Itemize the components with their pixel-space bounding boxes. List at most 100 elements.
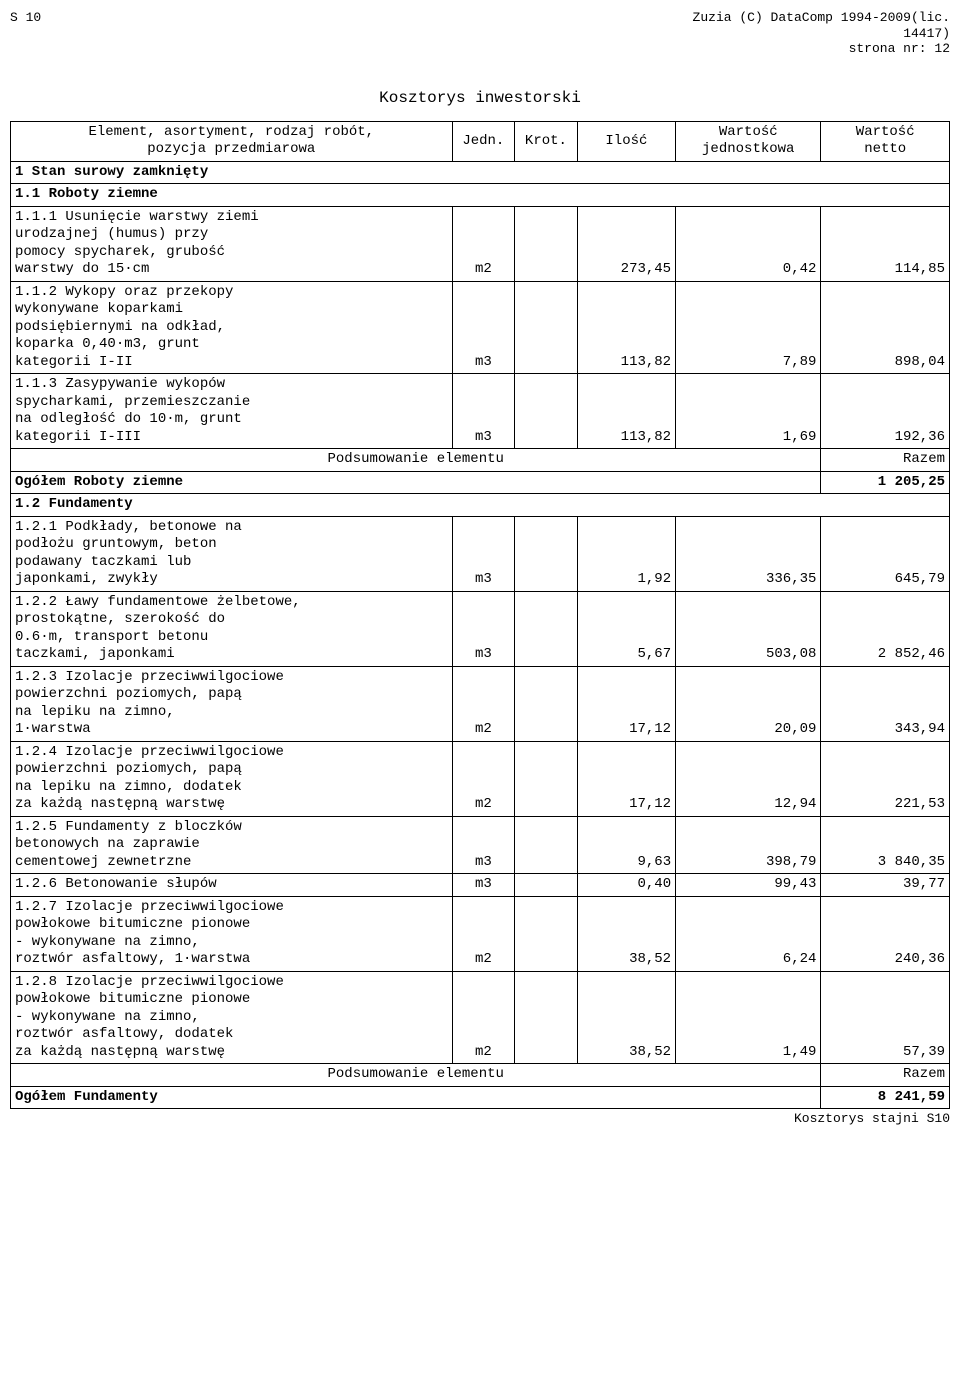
header-left: S 10: [10, 10, 41, 57]
item-qty: 9,63: [577, 816, 675, 874]
item-unit: m3: [452, 374, 515, 449]
item-uval: 7,89: [676, 281, 821, 374]
header-right-2: 14417): [903, 26, 950, 41]
table-row: 1.2.7 Izolacje przeciwwilgociowe powłoko…: [11, 896, 950, 971]
item-nval: 39,77: [821, 874, 950, 897]
item-nval: 343,94: [821, 666, 950, 741]
item-unit: m2: [452, 896, 515, 971]
item-krot: [515, 874, 578, 897]
item-krot: [515, 591, 578, 666]
item-label: 1.1.1 Usunięcie warstwy ziemi urodzajnej…: [15, 209, 259, 278]
item-qty: 17,12: [577, 741, 675, 816]
item-label: 1.1.3 Zasypywanie wykopów spycharkami, p…: [15, 376, 250, 445]
table-row: 1.2.1 Podkłady, betonowe na podłożu grun…: [11, 516, 950, 591]
item-unit: m2: [452, 666, 515, 741]
item-qty: 273,45: [577, 206, 675, 281]
item-unit: m3: [452, 874, 515, 897]
item-label: 1.2.4 Izolacje przeciwwilgociowe powierz…: [15, 744, 284, 813]
item-uval: 503,08: [676, 591, 821, 666]
item-krot: [515, 816, 578, 874]
item-label: 1.2.6 Betonowanie słupów: [15, 876, 217, 892]
page-title: Kosztorys inwestorski: [10, 89, 950, 107]
item-krot: [515, 741, 578, 816]
sum-value: 1 205,25: [821, 471, 950, 494]
item-label: 1.2.7 Izolacje przeciwwilgociowe powłoko…: [15, 899, 284, 968]
section-1-1: 1.1 Roboty ziemne: [11, 184, 950, 207]
item-nval: 645,79: [821, 516, 950, 591]
item-uval: 336,35: [676, 516, 821, 591]
item-qty: 17,12: [577, 666, 675, 741]
item-label: 1.2.5 Fundamenty z bloczków betonowych n…: [15, 819, 242, 870]
item-nval: 192,36: [821, 374, 950, 449]
subtotal-razem: Razem: [821, 1064, 950, 1087]
item-unit: m3: [452, 591, 515, 666]
sum-label: Ogółem Roboty ziemne: [11, 471, 821, 494]
col-desc: Element, asortyment, rodzaj robót, pozyc…: [11, 121, 453, 161]
table-row: 1.2.6 Betonowanie słupów m3 0,40 99,43 3…: [11, 874, 950, 897]
item-unit: m2: [452, 971, 515, 1064]
subtotal-label: Podsumowanie elementu: [11, 1064, 821, 1087]
item-nval: 2 852,46: [821, 591, 950, 666]
table-row: 1.2.2 Ławy fundamentowe żelbetowe, prost…: [11, 591, 950, 666]
item-uval: 6,24: [676, 896, 821, 971]
item-unit: m3: [452, 816, 515, 874]
item-nval: 898,04: [821, 281, 950, 374]
footer-text: Kosztorys stajni S10: [10, 1111, 950, 1126]
item-qty: 5,67: [577, 591, 675, 666]
item-krot: [515, 666, 578, 741]
item-label: 1.2.3 Izolacje przeciwwilgociowe powierz…: [15, 669, 284, 738]
item-uval: 99,43: [676, 874, 821, 897]
table-row: 1.2.4 Izolacje przeciwwilgociowe powierz…: [11, 741, 950, 816]
item-unit: m2: [452, 741, 515, 816]
col-nval: Wartość netto: [821, 121, 950, 161]
item-label: 1.2.8 Izolacje przeciwwilgociowe powłoko…: [15, 974, 284, 1060]
table-row: 1.1.2 Wykopy oraz przekopy wykonywane ko…: [11, 281, 950, 374]
item-krot: [515, 516, 578, 591]
item-nval: 221,53: [821, 741, 950, 816]
subtotal-label: Podsumowanie elementu: [11, 449, 821, 472]
col-unit: Jedn.: [452, 121, 515, 161]
col-qty: Ilość: [577, 121, 675, 161]
item-krot: [515, 971, 578, 1064]
item-nval: 240,36: [821, 896, 950, 971]
item-unit: m3: [452, 516, 515, 591]
sum-value: 8 241,59: [821, 1086, 950, 1109]
item-nval: 3 840,35: [821, 816, 950, 874]
item-uval: 0,42: [676, 206, 821, 281]
item-unit: m2: [452, 206, 515, 281]
item-uval: 12,94: [676, 741, 821, 816]
item-qty: 38,52: [577, 971, 675, 1064]
item-label: 1.1.2 Wykopy oraz przekopy wykonywane ko…: [15, 284, 233, 370]
item-krot: [515, 206, 578, 281]
item-label: 1.2.2 Ławy fundamentowe żelbetowe, prost…: [15, 594, 301, 663]
col-uval: Wartość jednostkowa: [676, 121, 821, 161]
table-row: 1.1.3 Zasypywanie wykopów spycharkami, p…: [11, 374, 950, 449]
table-row: 1.2.3 Izolacje przeciwwilgociowe powierz…: [11, 666, 950, 741]
item-krot: [515, 281, 578, 374]
item-krot: [515, 374, 578, 449]
section-1: 1 Stan surowy zamknięty: [11, 161, 950, 184]
item-uval: 20,09: [676, 666, 821, 741]
item-uval: 1,69: [676, 374, 821, 449]
header-right-1: Zuzia (C) DataComp 1994-2009(lic.: [693, 10, 950, 25]
item-qty: 113,82: [577, 374, 675, 449]
item-qty: 113,82: [577, 281, 675, 374]
item-qty: 1,92: [577, 516, 675, 591]
cost-table: Element, asortyment, rodzaj robót, pozyc…: [10, 121, 950, 1110]
table-row: 1.2.5 Fundamenty z bloczków betonowych n…: [11, 816, 950, 874]
item-unit: m3: [452, 281, 515, 374]
item-qty: 0,40: [577, 874, 675, 897]
item-krot: [515, 896, 578, 971]
subtotal-razem: Razem: [821, 449, 950, 472]
item-uval: 398,79: [676, 816, 821, 874]
table-row: 1.2.8 Izolacje przeciwwilgociowe powłoko…: [11, 971, 950, 1064]
item-uval: 1,49: [676, 971, 821, 1064]
col-krot: Krot.: [515, 121, 578, 161]
item-nval: 57,39: [821, 971, 950, 1064]
item-qty: 38,52: [577, 896, 675, 971]
header-right-3: strona nr: 12: [849, 41, 950, 56]
section-1-2: 1.2 Fundamenty: [11, 494, 950, 517]
item-label: 1.2.1 Podkłady, betonowe na podłożu grun…: [15, 519, 242, 588]
sum-label: Ogółem Fundamenty: [11, 1086, 821, 1109]
item-nval: 114,85: [821, 206, 950, 281]
